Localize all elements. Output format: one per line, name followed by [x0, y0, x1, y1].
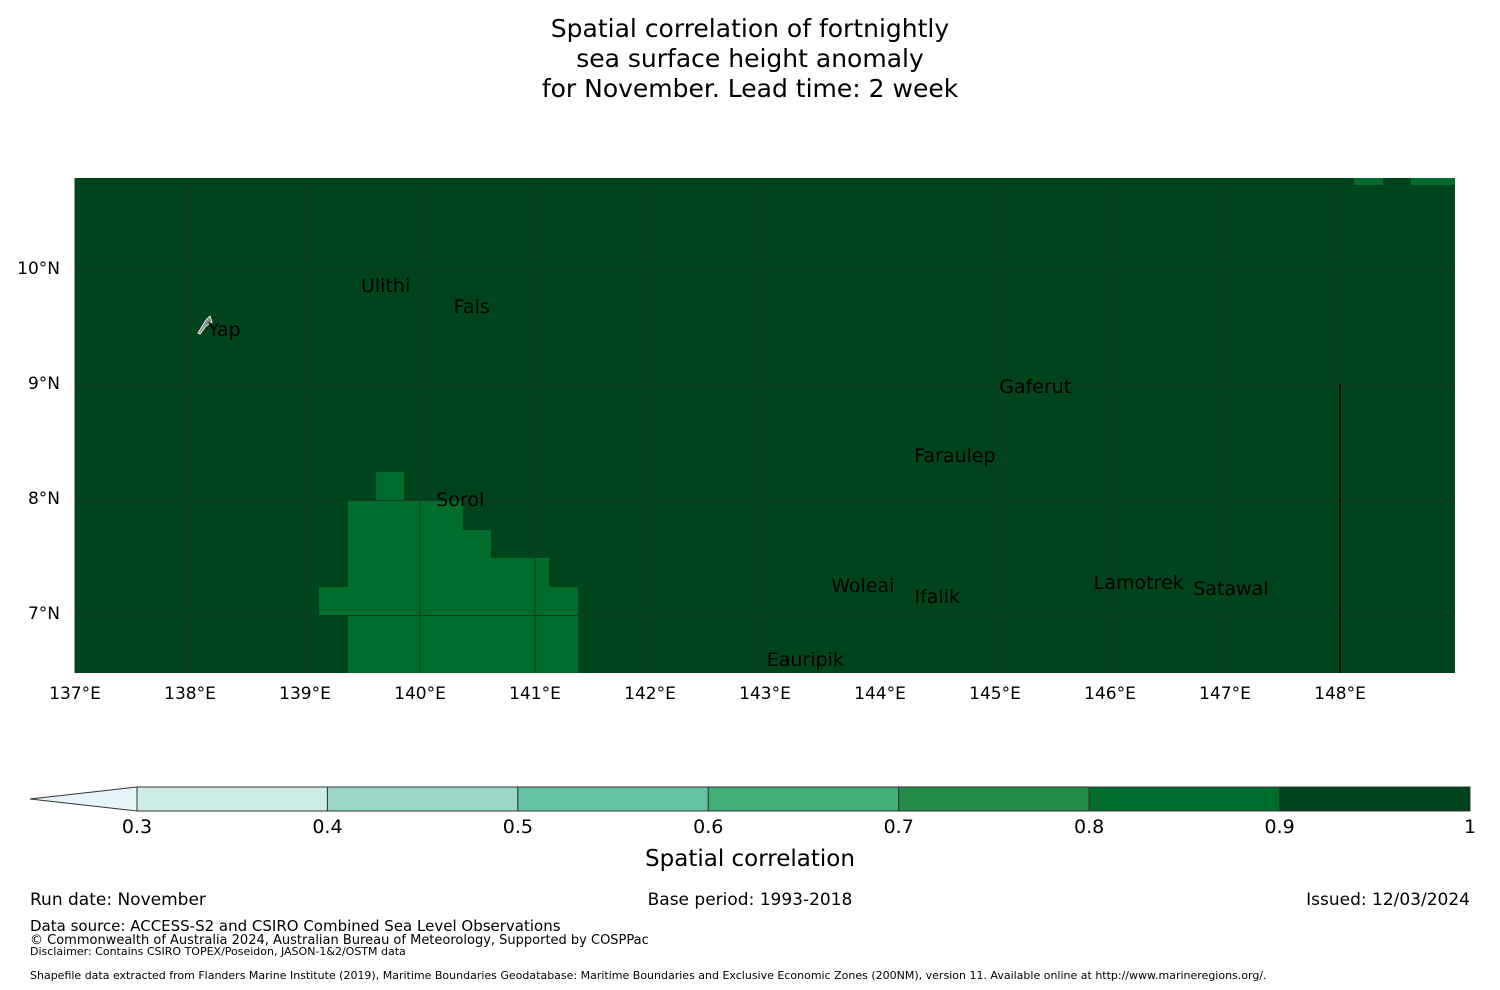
- colorbar-segment: [1279, 786, 1471, 812]
- chart-title: Spatial correlation of fortnightly sea s…: [0, 14, 1500, 104]
- colorbar-segment: [136, 786, 328, 812]
- lon-tick-label: 139°E: [279, 684, 331, 704]
- colorbar-tick-label: 1: [1463, 816, 1477, 838]
- place-label: Satawal: [1193, 578, 1269, 601]
- yap-island-icon: [197, 315, 213, 335]
- colorbar-tick-label: 0.7: [883, 816, 914, 838]
- colorbar-label: Spatial correlation: [645, 846, 855, 872]
- copyright: © Commonwealth of Australia 2024, Austra…: [30, 933, 649, 948]
- colorbar-tick-label: 0.9: [1264, 816, 1295, 838]
- lon-tick-label: 147°E: [1199, 684, 1251, 704]
- lon-tick-label: 146°E: [1084, 684, 1136, 704]
- colorbar-extend-triangle: [29, 786, 138, 812]
- lon-tick-label: 140°E: [394, 684, 446, 704]
- issued-date: Issued: 12/03/2024: [1306, 890, 1470, 910]
- data-source: Data source: ACCESS-S2 and CSIRO Combine…: [30, 917, 561, 935]
- colorbar-segment: [898, 786, 1090, 812]
- lon-tick-label: 138°E: [164, 684, 216, 704]
- lat-tick-label: 7°N: [27, 604, 60, 625]
- place-label: Yap: [208, 319, 241, 342]
- place-label: Eauripik: [766, 649, 844, 672]
- colorbar-tick-label: 0.6: [693, 816, 724, 838]
- lon-tick-label: 137°E: [49, 684, 101, 704]
- place-label: Gaferut: [999, 375, 1072, 398]
- place-label: Sorol: [436, 489, 485, 512]
- correlation-patch: [319, 587, 578, 615]
- lat-tick-label: 8°N: [27, 489, 60, 510]
- title-line-3: for November. Lead time: 2 week: [541, 74, 959, 103]
- colorbar-tick-label: 0.4: [312, 816, 343, 838]
- base-period: Base period: 1993-2018: [647, 890, 853, 910]
- correlation-patch: [376, 472, 404, 501]
- shapefile-credit: Shapefile data extracted from Flanders M…: [30, 969, 1267, 982]
- place-label: Faraulep: [914, 444, 996, 467]
- map-gridlines: [74, 178, 1455, 673]
- title-line-2: sea surface height anomaly: [576, 44, 924, 73]
- lon-tick-label: 145°E: [969, 684, 1021, 704]
- colorbar-segment: [1088, 786, 1281, 812]
- map-area: [74, 178, 1455, 673]
- colorbar-tick-label: 0.5: [502, 816, 533, 838]
- run-date: Run date: November: [30, 890, 206, 910]
- colorbar-tick-label: 0.8: [1074, 816, 1105, 838]
- lon-tick-label: 148°E: [1314, 684, 1366, 704]
- place-label: Fais: [453, 296, 490, 319]
- correlation-patch: [348, 501, 463, 530]
- colorbar-segment: [707, 786, 900, 812]
- place-label: Ifalik: [914, 586, 961, 609]
- correlation-patch: [1411, 178, 1455, 185]
- colorbar: [29, 786, 1471, 812]
- lon-tick-label: 143°E: [739, 684, 791, 704]
- place-label: Woleai: [831, 574, 895, 597]
- lon-tick-label: 142°E: [624, 684, 676, 704]
- colorbar-segment: [326, 786, 519, 812]
- title-line-1: Spatial correlation of fortnightly: [550, 14, 950, 43]
- place-label: Lamotrek: [1093, 572, 1184, 595]
- correlation-patch: [348, 615, 578, 673]
- correlation-patch: [1354, 178, 1383, 185]
- lon-tick-label: 141°E: [509, 684, 561, 704]
- disclaimer: Disclaimer: Contains CSIRO TOPEX/Poseido…: [30, 945, 406, 958]
- lat-tick-label: 10°N: [17, 259, 60, 280]
- correlation-patch: [348, 558, 549, 587]
- lon-tick-label: 144°E: [854, 684, 906, 704]
- place-label: Ulithi: [361, 275, 411, 298]
- colorbar-tick-label: 0.3: [121, 816, 153, 838]
- colorbar-segment: [517, 786, 709, 812]
- lat-tick-label: 9°N: [27, 374, 60, 395]
